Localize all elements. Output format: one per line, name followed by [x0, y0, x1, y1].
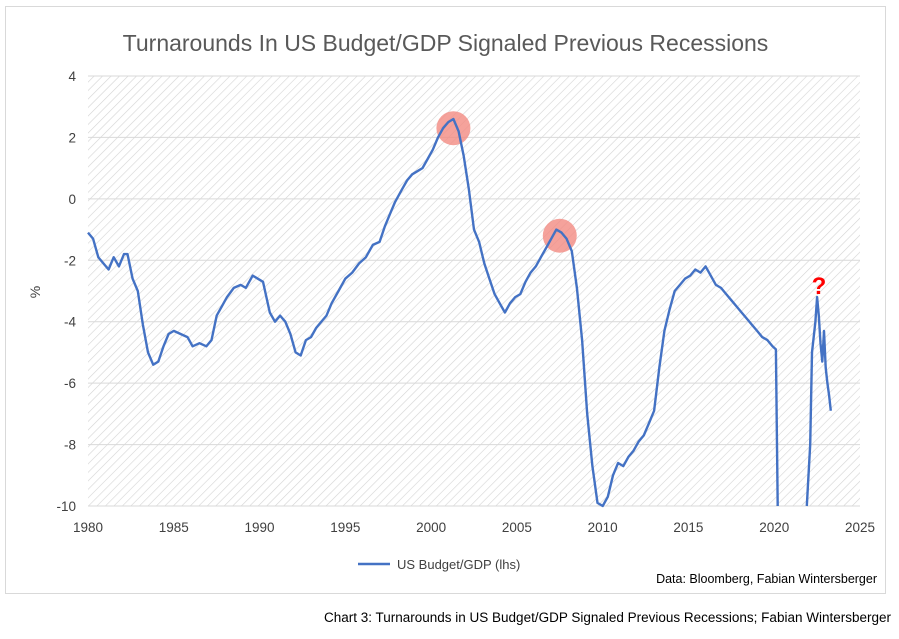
plot-area [88, 76, 860, 506]
chart-svg: 4 2 0 -2 -4 -6 -8 -10 1980 1985 1990 1995 2000 2005 2… [27, 69, 875, 572]
x-tick-label: 2025 [845, 520, 875, 535]
series-line-us-budget-gdp [87, 117, 779, 508]
y-tick-labels: 4 2 0 -2 -4 -6 -8 -10 [56, 69, 76, 514]
y-axis-label: % [27, 286, 43, 298]
grid-lines [88, 75, 860, 507]
y-tick-label: -8 [64, 438, 76, 453]
chart-title: Turnarounds In US Budget/GDP Signaled Pr… [122, 30, 769, 56]
y-tick-label: -4 [64, 315, 76, 330]
x-tick-label: 2020 [759, 520, 789, 535]
highlight-circle [436, 111, 471, 146]
x-tick-label: 2005 [502, 520, 532, 535]
y-tick-label: 4 [68, 69, 76, 84]
figure-caption: Chart 3: Turnarounds in US Budget/GDP Si… [323, 610, 891, 625]
y-tick-label: 0 [68, 192, 76, 207]
question-mark-annotation: ? [812, 273, 827, 300]
y-tick-label: -6 [64, 376, 76, 391]
x-tick-labels: 1980 1985 1990 1995 2000 2005 2010 2015 2020 2025 [73, 520, 875, 535]
highlight-circle [542, 218, 577, 253]
legend: US Budget/GDP (lhs) [358, 557, 520, 572]
x-tick-label: 1990 [245, 520, 275, 535]
series-line-us-budget-gdp-segment-2 [805, 295, 832, 507]
x-tick-label: 2010 [588, 520, 618, 535]
x-tick-label: 2015 [673, 520, 703, 535]
y-tick-label: 2 [68, 130, 76, 145]
x-tick-label: 1980 [73, 520, 103, 535]
legend-label: US Budget/GDP (lhs) [397, 557, 520, 572]
y-tick-label: -10 [56, 499, 76, 514]
x-tick-label: 2000 [416, 520, 446, 535]
source-text: Data: Bloomberg, Fabian Wintersberger [656, 572, 877, 586]
y-tick-label: -2 [64, 253, 76, 268]
x-tick-label: 1985 [159, 520, 189, 535]
x-tick-label: 1995 [330, 520, 360, 535]
